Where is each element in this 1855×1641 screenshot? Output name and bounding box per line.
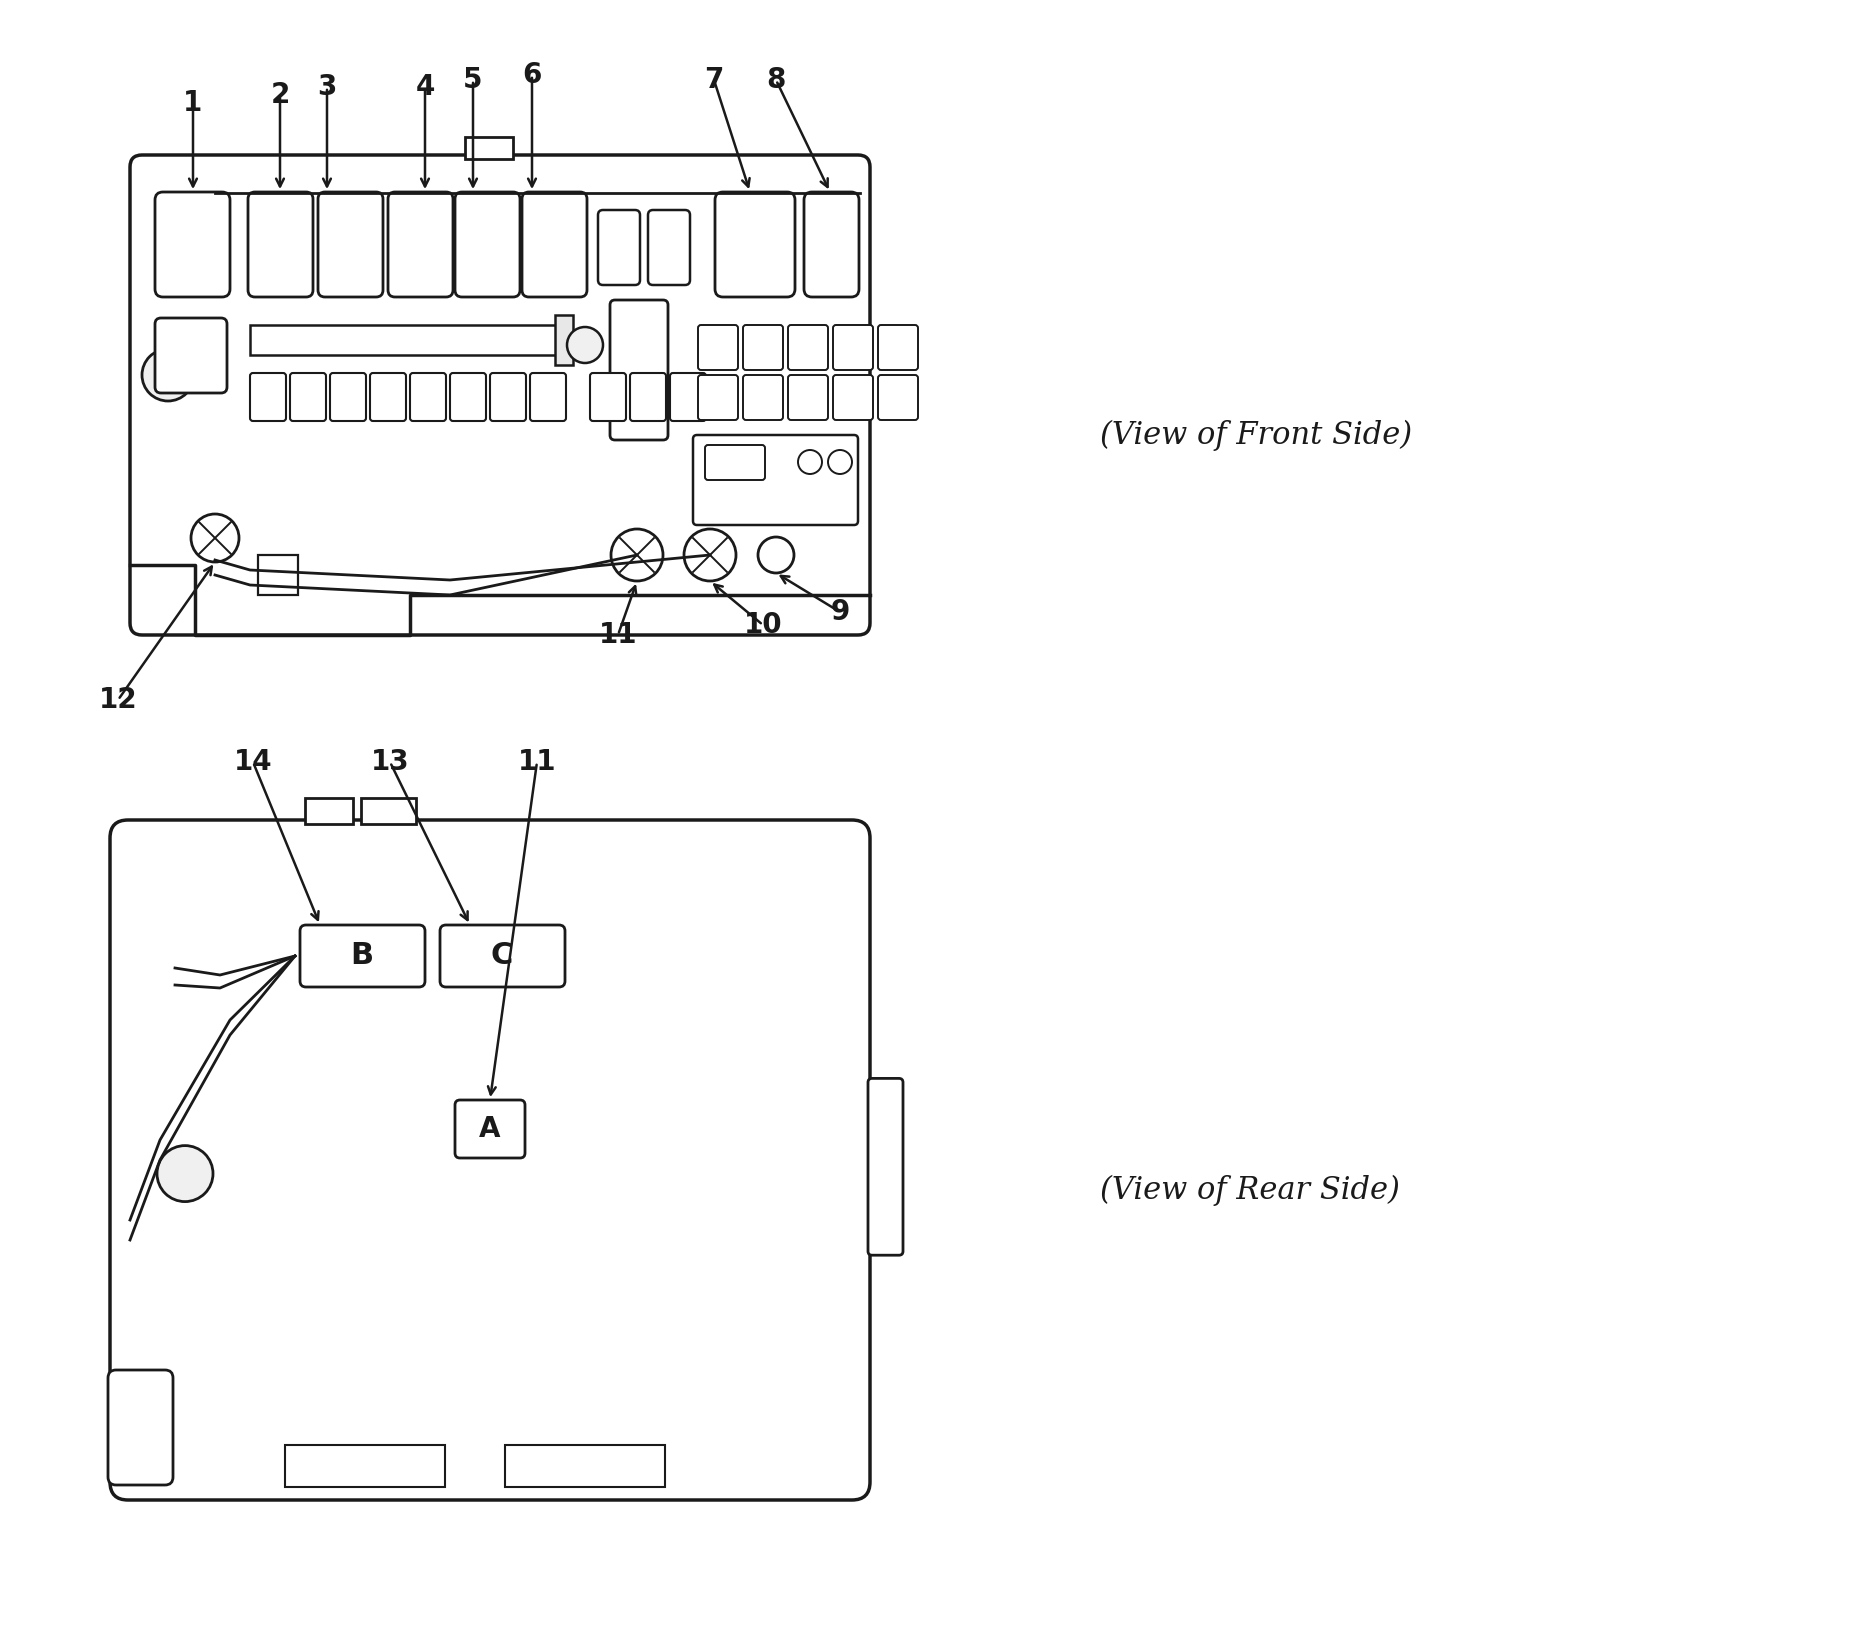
Circle shape <box>158 1145 213 1201</box>
Circle shape <box>610 528 662 581</box>
FancyBboxPatch shape <box>647 210 690 286</box>
FancyBboxPatch shape <box>317 192 382 297</box>
Bar <box>250 325 560 354</box>
Circle shape <box>757 537 794 573</box>
FancyBboxPatch shape <box>610 300 668 440</box>
FancyBboxPatch shape <box>156 318 226 392</box>
Text: 5: 5 <box>464 66 482 94</box>
FancyBboxPatch shape <box>108 1370 173 1485</box>
FancyBboxPatch shape <box>692 435 857 525</box>
Bar <box>258 555 299 596</box>
FancyBboxPatch shape <box>249 192 313 297</box>
Text: (View of Front Side): (View of Front Side) <box>1100 420 1412 451</box>
FancyBboxPatch shape <box>877 376 918 420</box>
FancyBboxPatch shape <box>449 373 486 422</box>
Text: 2: 2 <box>271 80 289 108</box>
Bar <box>555 315 573 364</box>
Circle shape <box>684 528 736 581</box>
FancyBboxPatch shape <box>521 192 586 297</box>
FancyBboxPatch shape <box>454 1099 525 1159</box>
Text: 1: 1 <box>184 89 202 117</box>
Text: A: A <box>479 1114 501 1144</box>
Text: 12: 12 <box>98 686 137 714</box>
FancyBboxPatch shape <box>410 373 445 422</box>
FancyBboxPatch shape <box>714 192 794 297</box>
Text: B: B <box>351 942 373 970</box>
Text: 10: 10 <box>744 610 783 638</box>
FancyBboxPatch shape <box>590 373 625 422</box>
FancyBboxPatch shape <box>330 373 365 422</box>
FancyBboxPatch shape <box>388 192 453 297</box>
FancyBboxPatch shape <box>156 192 230 297</box>
FancyBboxPatch shape <box>788 325 827 369</box>
Text: 11: 11 <box>518 748 556 776</box>
FancyBboxPatch shape <box>301 926 425 986</box>
FancyBboxPatch shape <box>833 325 872 369</box>
FancyBboxPatch shape <box>877 325 918 369</box>
Text: 13: 13 <box>371 748 410 776</box>
FancyBboxPatch shape <box>440 926 564 986</box>
Text: 8: 8 <box>766 66 785 94</box>
FancyBboxPatch shape <box>803 192 859 297</box>
Circle shape <box>191 514 239 561</box>
Bar <box>304 798 352 824</box>
FancyBboxPatch shape <box>868 1078 903 1255</box>
Text: 4: 4 <box>416 72 434 102</box>
FancyBboxPatch shape <box>369 373 406 422</box>
Bar <box>466 136 512 159</box>
FancyBboxPatch shape <box>742 376 783 420</box>
FancyBboxPatch shape <box>833 376 872 420</box>
Text: 14: 14 <box>234 748 273 776</box>
FancyBboxPatch shape <box>705 445 764 481</box>
FancyBboxPatch shape <box>490 373 525 422</box>
Text: 11: 11 <box>599 620 636 648</box>
FancyBboxPatch shape <box>130 154 870 635</box>
Text: 7: 7 <box>703 66 723 94</box>
Bar <box>360 798 416 824</box>
Text: 9: 9 <box>829 597 850 625</box>
Text: 6: 6 <box>521 61 542 89</box>
FancyBboxPatch shape <box>109 820 870 1500</box>
FancyBboxPatch shape <box>531 373 566 422</box>
FancyBboxPatch shape <box>250 373 286 422</box>
Bar <box>505 1446 664 1487</box>
Circle shape <box>827 450 851 474</box>
Circle shape <box>798 450 822 474</box>
FancyBboxPatch shape <box>742 325 783 369</box>
FancyBboxPatch shape <box>697 376 738 420</box>
FancyBboxPatch shape <box>788 376 827 420</box>
FancyBboxPatch shape <box>597 210 640 286</box>
FancyBboxPatch shape <box>454 192 519 297</box>
Circle shape <box>566 327 603 363</box>
Circle shape <box>143 350 195 400</box>
FancyBboxPatch shape <box>629 373 666 422</box>
FancyBboxPatch shape <box>289 373 326 422</box>
FancyBboxPatch shape <box>670 373 705 422</box>
FancyBboxPatch shape <box>697 325 738 369</box>
Bar <box>286 1446 445 1487</box>
Text: (View of Rear Side): (View of Rear Side) <box>1100 1175 1399 1206</box>
Text: 3: 3 <box>317 72 336 102</box>
Text: C: C <box>490 942 514 970</box>
